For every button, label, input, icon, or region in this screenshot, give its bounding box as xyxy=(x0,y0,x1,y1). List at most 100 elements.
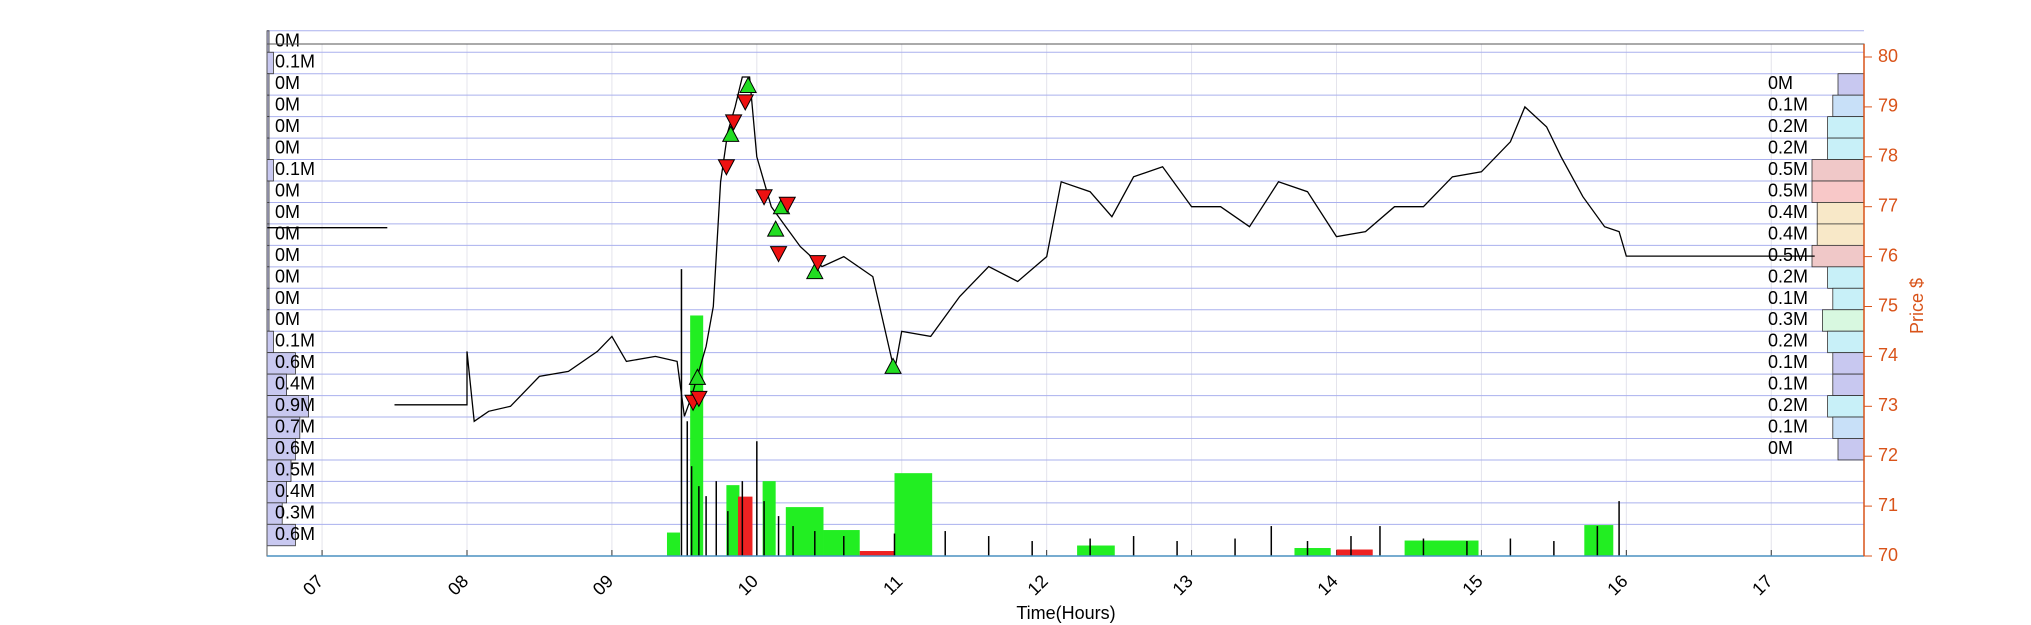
left-profile-label: 0.1M xyxy=(275,331,315,351)
y-tick-label: 75 xyxy=(1878,295,1898,315)
x-tick-label: 14 xyxy=(1313,571,1341,599)
right-profile-label: 0.3M xyxy=(1768,309,1808,329)
right-profile-label: 0.1M xyxy=(1768,417,1808,437)
x-tick-label: 15 xyxy=(1458,571,1486,599)
x-tick-label: 11 xyxy=(879,571,906,598)
left-profile-label: 0.6M xyxy=(275,352,315,372)
left-profile-label: 0.5M xyxy=(275,459,315,479)
y-tick-label: 77 xyxy=(1878,195,1898,215)
sell-marker xyxy=(690,390,708,408)
y-tick-label: 71 xyxy=(1878,495,1898,515)
left-profile-label: 0M xyxy=(275,245,300,265)
left-profile-label: 0.4M xyxy=(275,374,315,394)
y-tick-label: 78 xyxy=(1878,146,1898,166)
right-profile-bar xyxy=(1811,180,1865,203)
sell-marker xyxy=(755,189,773,206)
price-line xyxy=(267,76,1815,423)
buy-marker xyxy=(805,262,824,280)
x-tick-label: 13 xyxy=(1169,571,1197,599)
right-profile-bar xyxy=(1837,438,1865,461)
left-profile-label: 0.9M xyxy=(275,395,315,415)
sell-marker xyxy=(717,159,736,176)
right-profile-bar xyxy=(1837,73,1865,96)
right-profile-label: 0.5M xyxy=(1768,159,1808,179)
sell-marker xyxy=(724,114,743,131)
right-profile-label: 0.2M xyxy=(1768,395,1808,415)
left-profile-label: 0.6M xyxy=(275,524,315,544)
right-profile-label: 0M xyxy=(1768,438,1793,458)
right-profile-bar xyxy=(1816,223,1865,246)
right-profile-label: 0.2M xyxy=(1768,138,1808,158)
volume-bar xyxy=(785,507,824,556)
x-tick-label: 10 xyxy=(734,571,762,599)
left-profile-label: 0.6M xyxy=(275,438,315,458)
right-profile-label: 0.5M xyxy=(1768,180,1808,200)
buy-marker xyxy=(688,368,707,385)
volume-bar xyxy=(666,532,681,556)
right-profile-label: 0.2M xyxy=(1768,116,1808,136)
right-profile-label: 0.2M xyxy=(1768,331,1808,351)
left-profile-label: 0M xyxy=(275,30,300,50)
volume-bar xyxy=(726,485,740,556)
right-profile-label: 0.1M xyxy=(1768,288,1808,308)
right-profile-bar xyxy=(1832,373,1865,396)
right-profile-bar xyxy=(1827,266,1865,289)
left-profile-label: 0.1M xyxy=(275,159,315,179)
y-tick-label: 72 xyxy=(1878,445,1898,465)
left-profile-label: 0M xyxy=(275,309,300,329)
left-profile-label: 0M xyxy=(275,288,300,308)
buy-marker xyxy=(739,76,757,93)
right-profile-label: 0.1M xyxy=(1768,352,1808,372)
sell-marker xyxy=(808,255,827,272)
volume-bar xyxy=(737,496,753,556)
volume-bar xyxy=(1336,549,1373,556)
y-tick-label: 74 xyxy=(1878,345,1898,365)
x-tick-label: 07 xyxy=(299,571,327,599)
right-profile-label: 0.2M xyxy=(1768,266,1808,286)
y-tick-label: 76 xyxy=(1878,245,1898,265)
left-profile-label: 0M xyxy=(275,116,300,136)
sell-marker xyxy=(778,196,797,214)
sell-marker xyxy=(736,94,755,111)
left-profile-label: 0M xyxy=(275,180,300,200)
buy-marker xyxy=(721,125,740,142)
left-profile-label: 0M xyxy=(275,138,300,158)
volume-bar xyxy=(1584,525,1614,556)
right-profile-bar xyxy=(1832,94,1865,118)
buy-marker xyxy=(884,357,902,374)
buy-marker xyxy=(766,220,785,237)
volume-bar xyxy=(1294,548,1331,556)
left-profile-label: 0M xyxy=(275,95,300,115)
right-profile-label: 0.1M xyxy=(1768,374,1808,394)
right-profile-bar xyxy=(1832,287,1865,311)
x-tick-label: 09 xyxy=(589,571,617,599)
x-tick-label: 12 xyxy=(1024,571,1052,599)
right-profile-bar xyxy=(1827,116,1865,139)
volume-bar xyxy=(1077,545,1115,556)
right-profile-label: 0M xyxy=(1768,73,1793,93)
right-profile-bar xyxy=(1822,309,1865,332)
x-tick-label: 17 xyxy=(1748,571,1776,599)
left-profile-bar xyxy=(266,51,274,75)
volume-bar xyxy=(823,530,860,556)
right-profile-bar xyxy=(1832,352,1865,375)
left-profile-label: 0.3M xyxy=(275,502,315,522)
y-tick-label: 80 xyxy=(1878,46,1898,66)
left-profile-bar xyxy=(266,159,274,182)
right-profile-label: 0.1M xyxy=(1768,95,1808,115)
right-profile-label: 0.5M xyxy=(1768,245,1808,265)
right-profile-bar xyxy=(1816,202,1865,225)
left-profile-label: 0.4M xyxy=(275,481,315,501)
x-axis-label: Time(Hours) xyxy=(1016,603,1115,623)
y-tick-label: 73 xyxy=(1878,395,1898,415)
right-profile-bar xyxy=(1811,159,1865,182)
x-tick-label: 16 xyxy=(1603,571,1631,599)
right-profile-bar xyxy=(1827,330,1865,354)
left-profile-label: 0M xyxy=(275,223,300,243)
y-tick-label: 79 xyxy=(1878,96,1898,116)
y-tick-label: 70 xyxy=(1878,545,1898,565)
left-profile-label: 0M xyxy=(275,202,300,222)
left-profile-label: 0.7M xyxy=(275,417,315,437)
right-profile-bar xyxy=(1827,395,1865,418)
